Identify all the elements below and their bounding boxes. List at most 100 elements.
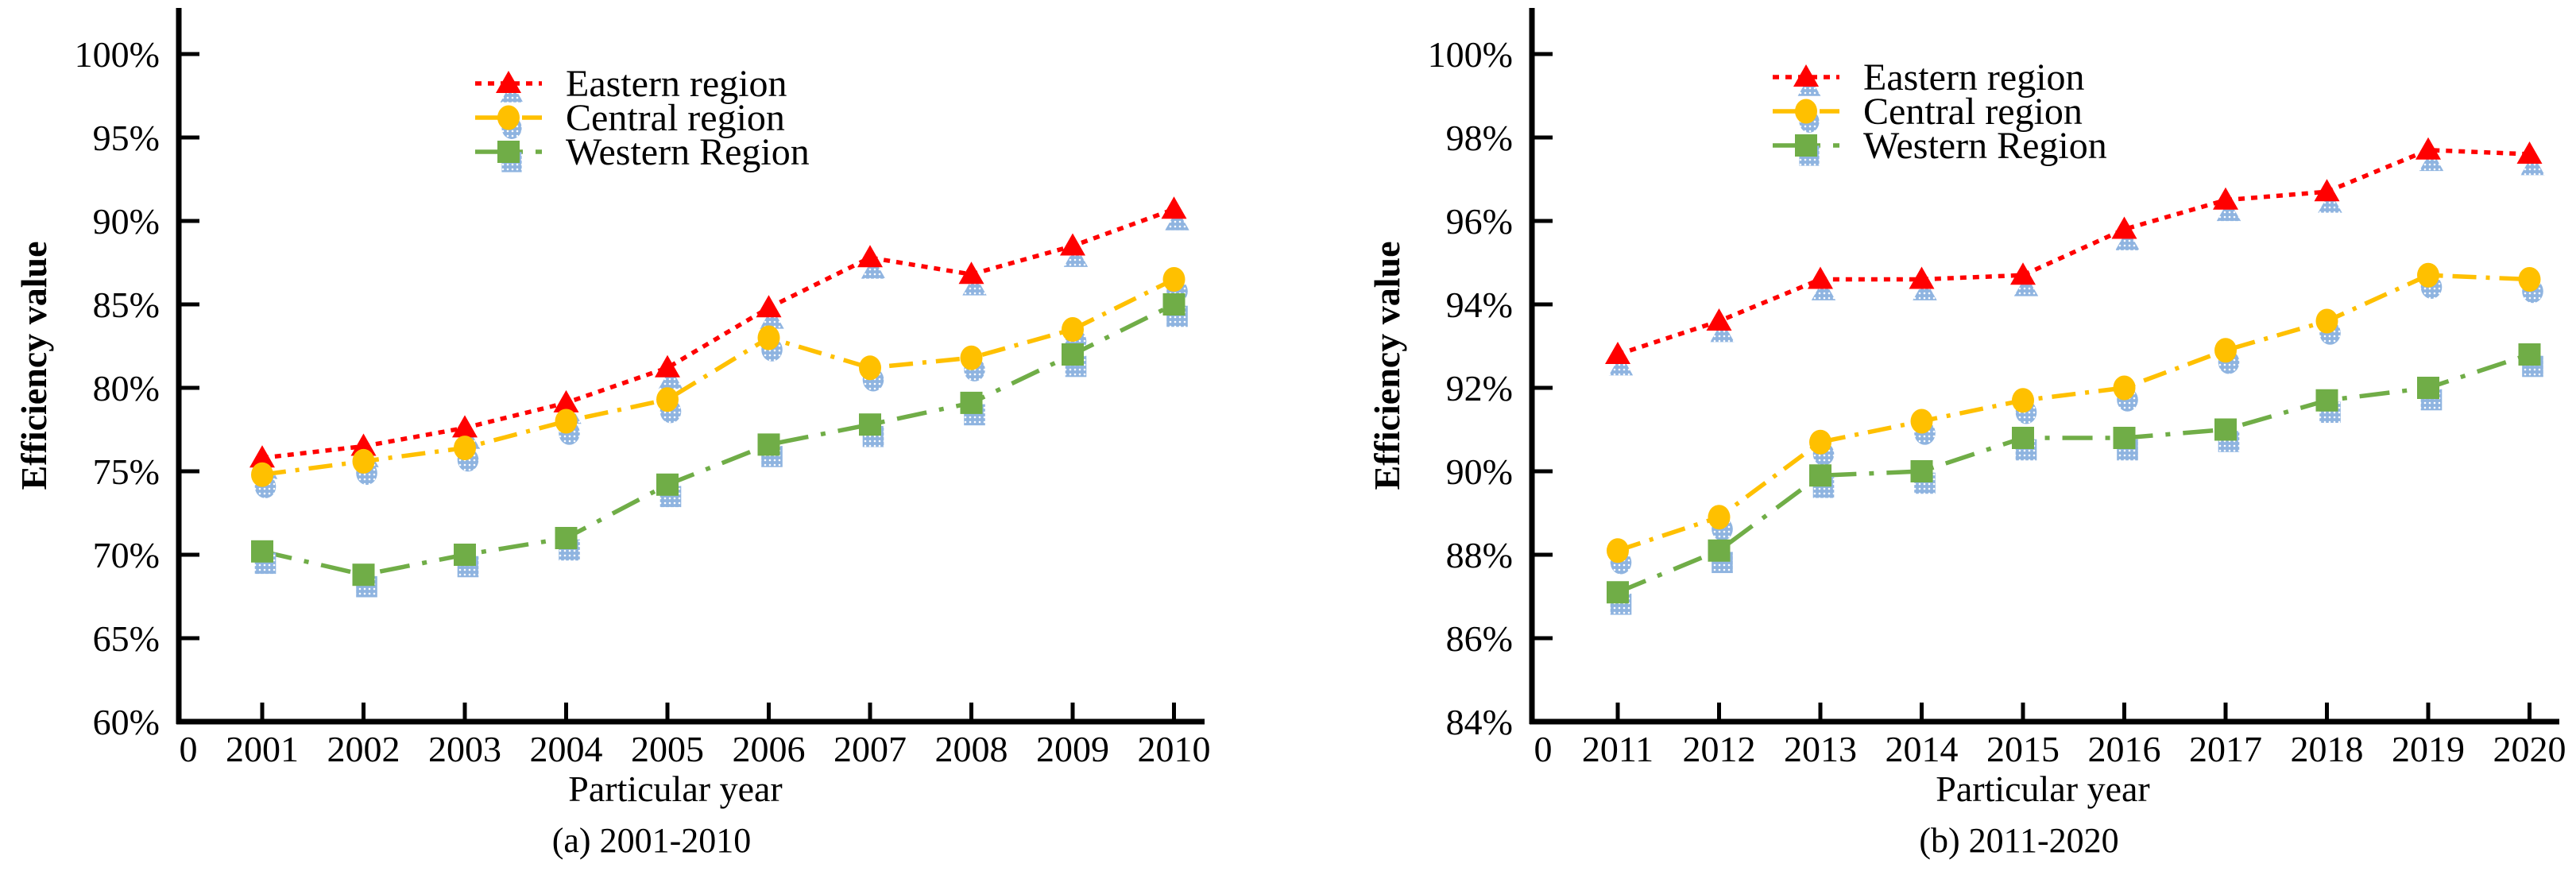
x-tick-label: 2004 — [530, 729, 603, 769]
y-axis-title: Efficiency value — [1367, 242, 1407, 490]
western-region-marker — [1162, 293, 1186, 316]
y-tick-label: 85% — [93, 285, 160, 325]
x-tick-label: 2003 — [428, 729, 501, 769]
x-ticks-b: 0 2011 2012 2013 2014 2015 2016 2017 2018 2019 202… — [1534, 703, 2566, 769]
legend-marker — [1795, 134, 1817, 157]
western-region-marker — [757, 433, 780, 456]
central-region-marker — [1062, 317, 1084, 342]
x-tick-label: 2005 — [631, 729, 704, 769]
chart-caption: (a) 2001-2010 — [552, 821, 752, 860]
central-region-marker — [656, 387, 679, 412]
eastern-region-marker — [553, 389, 579, 412]
central-region-marker — [1162, 267, 1186, 292]
legend-item-western-region: Western Region — [475, 131, 810, 173]
western-region-marker — [656, 473, 679, 496]
central-region-marker — [859, 355, 881, 381]
eastern-region-marker — [452, 415, 478, 438]
chart-caption: (b) 2011-2020 — [1919, 821, 2118, 860]
central-region-marker — [2214, 338, 2237, 363]
eastern-region-line — [1617, 147, 2530, 357]
series-central-region — [251, 267, 1188, 498]
eastern-region-marker — [655, 354, 680, 378]
x-tick-label: 2006 — [733, 729, 806, 769]
central-region-marker — [2518, 267, 2541, 292]
western-region-marker — [454, 544, 476, 566]
chart-panel-a: 60% 65% 70% 75% 80% 85% 90% 95% 100% 0 2001 2002 200… — [14, 8, 1211, 860]
chart-b-canvas: 84% 86% 88% 90% 92% 94% 96% 98% 100% 0 2011 2012 201… — [1367, 8, 2566, 860]
legend-marker — [497, 105, 520, 130]
x-tick-label: 2001 — [226, 729, 299, 769]
eastern-region-marker — [1060, 233, 1085, 256]
x-tick-label: 2014 — [1886, 729, 1959, 769]
y-tick-label: 92% — [1446, 368, 1513, 409]
central-region-marker — [757, 325, 780, 350]
x-tick-label: 2015 — [1986, 729, 2060, 769]
y-tick-label: 96% — [1446, 201, 1513, 242]
series-western-region — [1607, 343, 2543, 615]
axes-b — [1529, 8, 2559, 725]
eastern-region-marker — [1161, 196, 1187, 219]
legend-label: Central region — [1863, 91, 2083, 133]
eastern-region-marker-shadow — [2013, 275, 2039, 296]
legend-item-western-region: Western Region — [1773, 125, 2107, 167]
eastern-region-marker-shadow — [2115, 229, 2140, 250]
western-region-marker — [859, 413, 881, 436]
central-region-marker — [251, 462, 273, 487]
eastern-region-marker-shadow — [2419, 149, 2444, 172]
central-region-marker — [2012, 388, 2034, 413]
x-tick-label: 2019 — [2392, 729, 2465, 769]
legend-marker — [496, 71, 521, 93]
western-region-marker — [960, 391, 983, 414]
x-tick-label: 2013 — [1784, 729, 1857, 769]
x-tick-label: 2010 — [1138, 729, 1211, 769]
eastern-region-marker-shadow — [658, 367, 683, 389]
legend-item-central-region: Central region — [475, 97, 785, 139]
eastern-region-marker-shadow — [2520, 153, 2545, 176]
eastern-region-marker-shadow — [2318, 192, 2342, 213]
y-axis-title: Efficiency value — [14, 242, 54, 490]
central-region-marker — [1708, 505, 1731, 530]
eastern-region-line — [261, 207, 1175, 460]
legend-label: Western Region — [1863, 125, 2107, 167]
central-region-marker — [960, 345, 983, 370]
y-tick-label: 98% — [1446, 118, 1513, 158]
legend-marker — [497, 141, 520, 163]
western-region-marker — [2518, 343, 2541, 366]
y-tick-label: 94% — [1446, 285, 1513, 325]
western-region-marker — [1809, 464, 1831, 487]
eastern-region-marker — [2415, 137, 2441, 160]
central-region-marker — [1910, 409, 1933, 434]
eastern-region-marker — [1909, 266, 1935, 289]
western-region-marker — [2417, 377, 2439, 399]
eastern-region-marker-shadow — [2216, 199, 2241, 222]
y-tick-label: 90% — [1446, 451, 1513, 492]
central-region-marker — [1607, 538, 1629, 563]
x-axis-title: Particular year — [568, 769, 782, 809]
x-ticks-a: 0 2001 2002 2003 2004 2005 2006 2007 2008 2009 201… — [180, 703, 1211, 769]
x-origin-label: 0 — [1534, 729, 1553, 769]
central-region-marker — [2315, 308, 2338, 334]
central-region-line — [261, 277, 1175, 477]
western-region-marker — [1607, 581, 1629, 604]
y-tick-label: 84% — [1446, 702, 1513, 742]
x-tick-label: 2012 — [1683, 729, 1756, 769]
central-region-marker — [555, 409, 578, 434]
eastern-region-marker-shadow — [1165, 209, 1189, 230]
eastern-region-marker — [857, 245, 883, 268]
y-tick-label: 88% — [1446, 535, 1513, 575]
eastern-region-marker — [350, 433, 377, 456]
eastern-region-marker — [2213, 187, 2238, 210]
x-tick-label: 2008 — [935, 729, 1008, 769]
eastern-region-marker — [2314, 179, 2340, 202]
y-tick-label: 95% — [93, 118, 160, 158]
eastern-region-marker — [2111, 216, 2137, 239]
central-region-marker — [454, 436, 476, 461]
eastern-region-marker — [249, 445, 275, 468]
legend-label: Eastern region — [1863, 56, 2085, 99]
eastern-region-marker — [1706, 308, 1732, 331]
eastern-region-marker-shadow — [1913, 279, 1937, 300]
